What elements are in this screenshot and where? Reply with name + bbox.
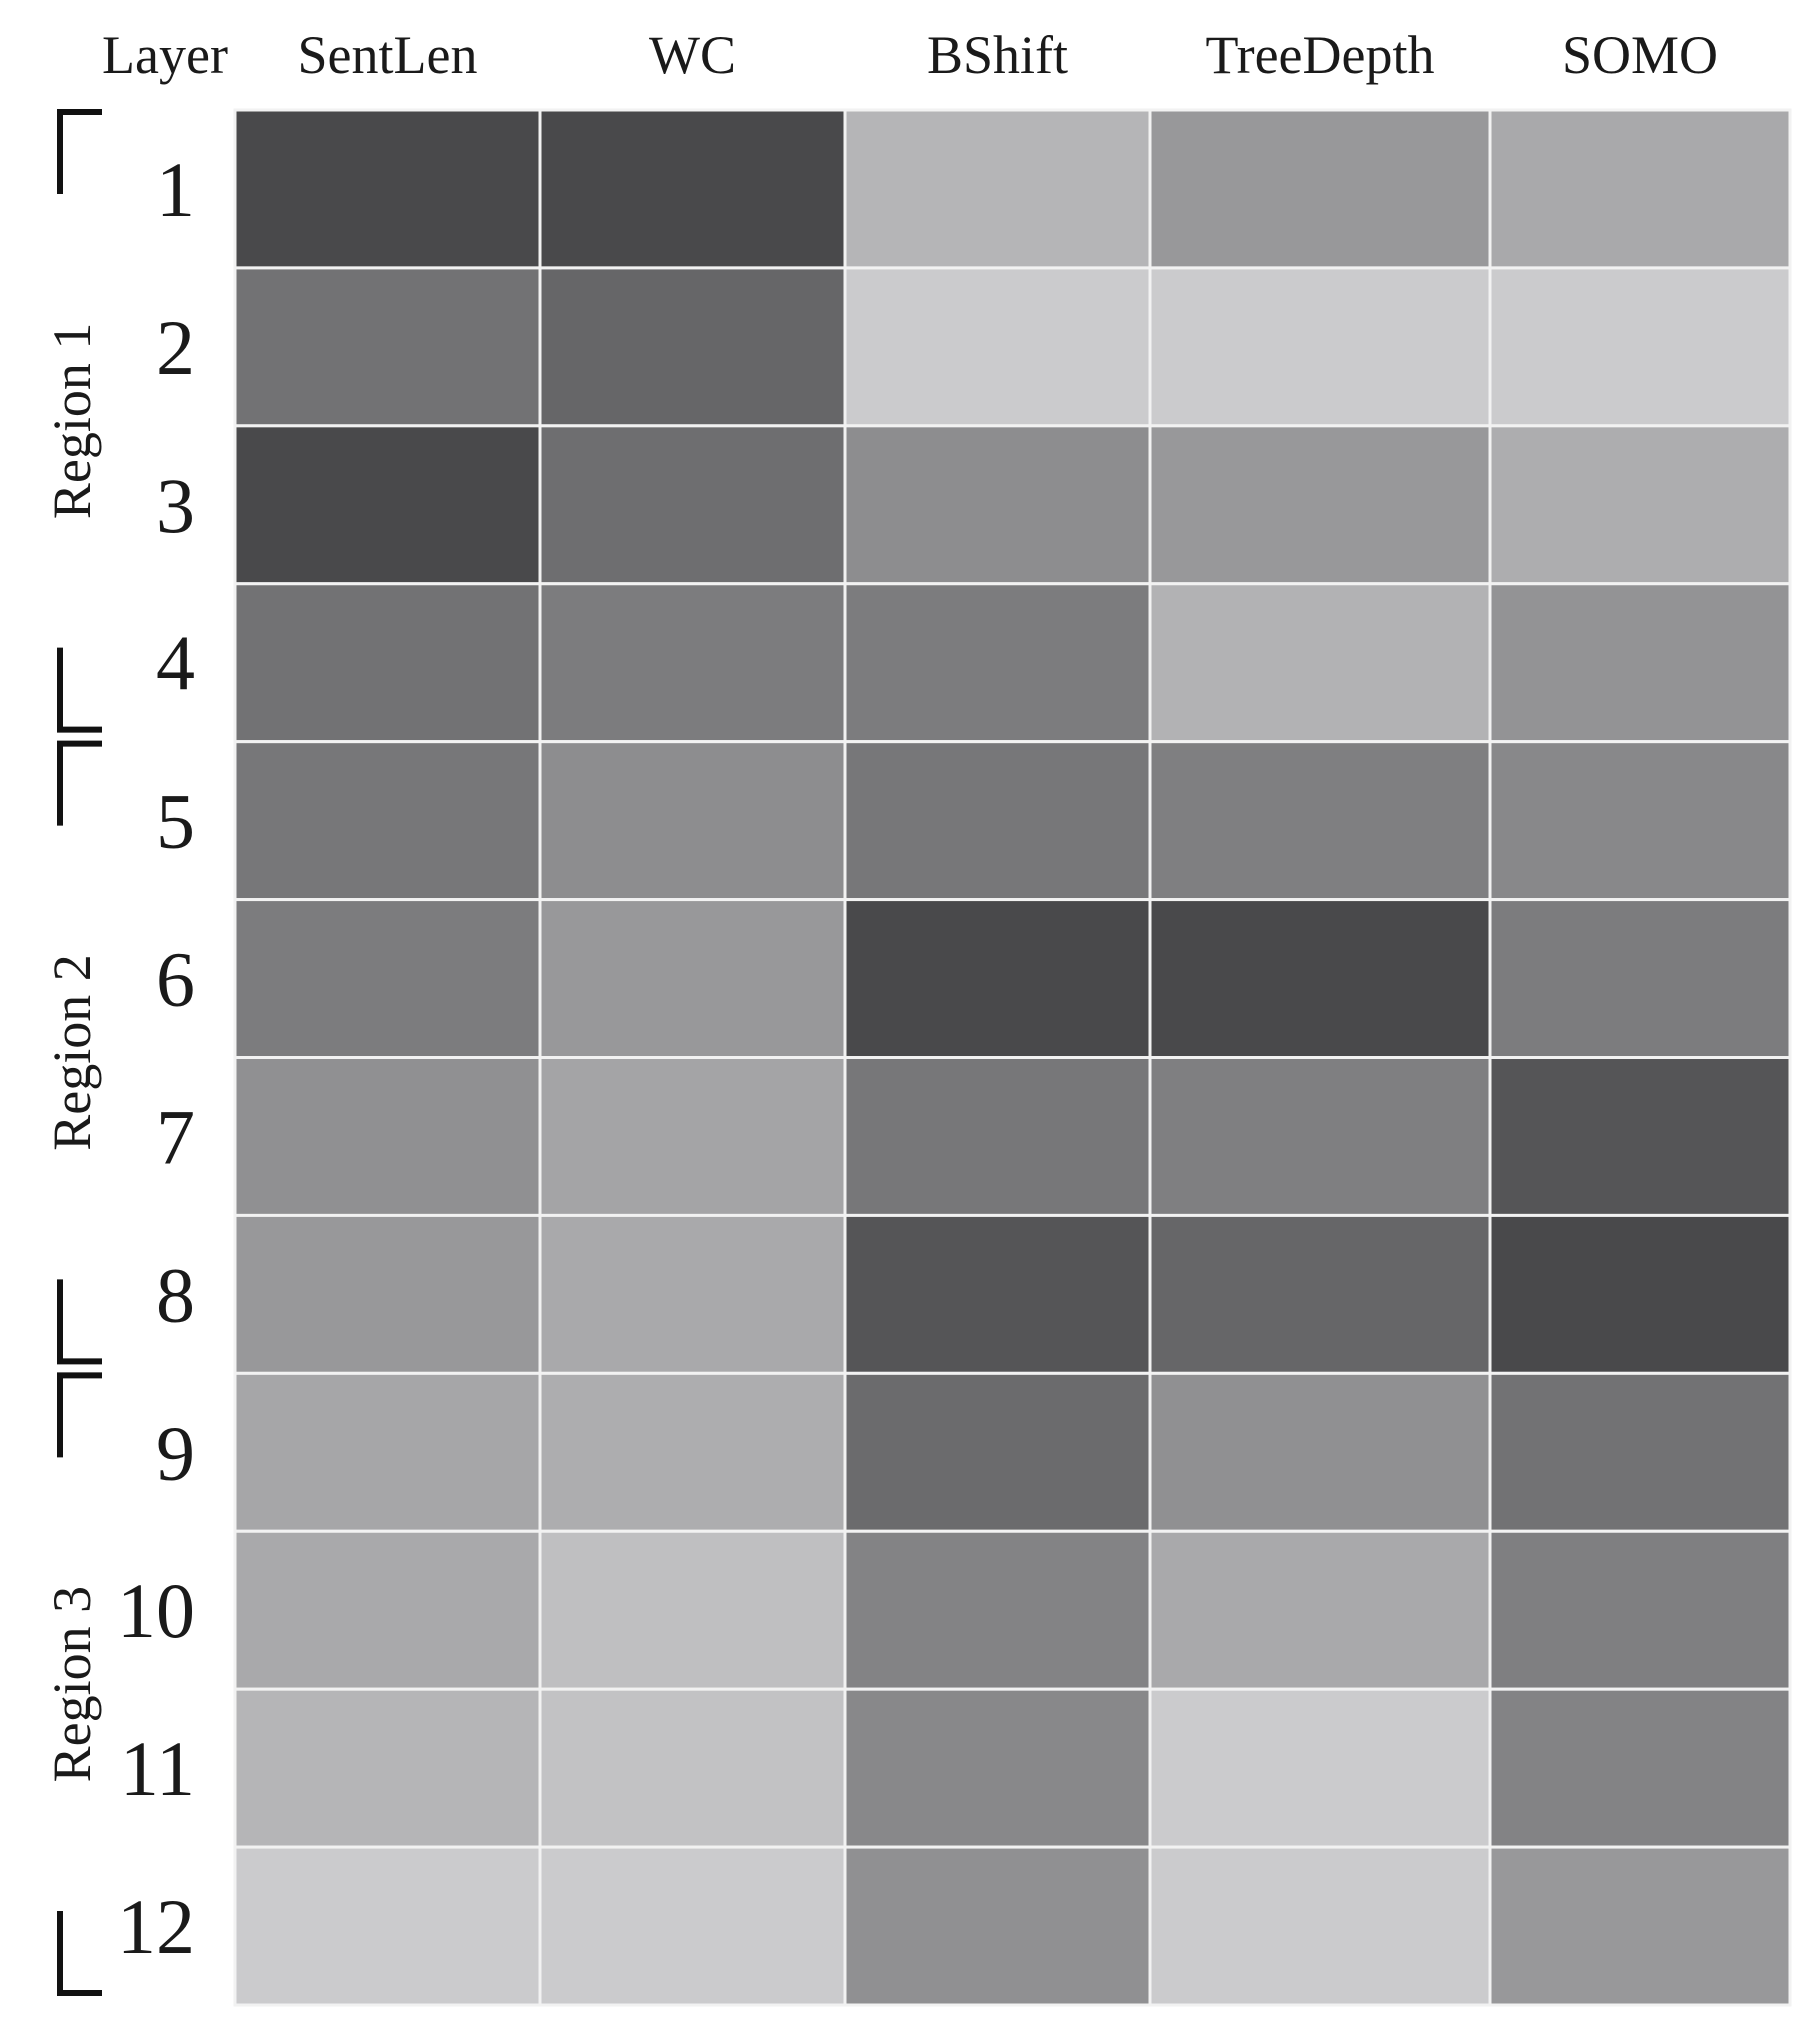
cell-layer-8-somo xyxy=(1488,1213,1792,1375)
column-header-sentlen: SentLen xyxy=(298,25,478,85)
column-header-treedepth: TreeDepth xyxy=(1206,25,1435,85)
row-label-5: 5 xyxy=(156,778,195,865)
cell-layer-7-wc xyxy=(538,1056,847,1217)
cell-layer-10-wc xyxy=(538,1529,847,1691)
region-1-label: Region 1 xyxy=(42,323,102,520)
region-3-bracket-bottom xyxy=(57,1911,102,1996)
cell-layer-11-bshift xyxy=(843,1687,1152,1849)
cell-layer-1-bshift xyxy=(843,108,1152,270)
cell-layer-8-bshift xyxy=(843,1213,1152,1375)
cell-layer-11-sentlen xyxy=(233,1687,542,1849)
cell-layer-2-bshift xyxy=(843,266,1152,428)
region-2-bracket-top xyxy=(57,740,102,826)
cell-layer-6-sentlen xyxy=(233,898,542,1059)
cell-layer-10-treedepth xyxy=(1148,1529,1492,1691)
cell-layer-9-sentlen xyxy=(233,1371,542,1533)
cell-layer-6-wc xyxy=(538,898,847,1059)
row-label-6: 6 xyxy=(156,936,195,1023)
cell-layer-5-wc xyxy=(538,740,847,902)
cell-layer-3-wc xyxy=(538,424,847,586)
cell-layer-3-somo xyxy=(1488,424,1792,586)
row-label-4: 4 xyxy=(156,620,195,707)
cell-layer-9-bshift xyxy=(843,1371,1152,1533)
cell-layer-12-somo xyxy=(1488,1845,1792,2007)
region-brackets xyxy=(57,109,102,1996)
cell-layer-6-bshift xyxy=(843,898,1152,1059)
row-label-2: 2 xyxy=(156,304,195,391)
cell-layer-8-wc xyxy=(538,1213,847,1375)
cell-layer-7-bshift xyxy=(843,1056,1152,1217)
cell-layer-2-somo xyxy=(1488,266,1792,428)
region-3-bracket-top xyxy=(57,1372,102,1458)
region-1-bracket-bottom xyxy=(57,647,102,733)
cell-layer-11-somo xyxy=(1488,1687,1792,1849)
cell-layer-10-bshift xyxy=(843,1529,1152,1691)
row-label-3: 3 xyxy=(156,462,195,549)
heatmap-cells xyxy=(233,108,1792,2007)
cell-layer-10-sentlen xyxy=(233,1529,542,1691)
cell-layer-4-bshift xyxy=(843,582,1152,744)
cell-layer-8-treedepth xyxy=(1148,1213,1492,1375)
cell-layer-7-treedepth xyxy=(1148,1056,1492,1217)
cell-layer-2-wc xyxy=(538,266,847,428)
cell-layer-2-sentlen xyxy=(233,266,542,428)
region-labels: Region 1 Region 2 Region 3 xyxy=(42,323,102,1783)
cell-layer-4-somo xyxy=(1488,582,1792,744)
cell-layer-12-wc xyxy=(538,1845,847,2007)
row-label-11: 11 xyxy=(120,1725,195,1812)
cell-layer-6-treedepth xyxy=(1148,898,1492,1059)
row-label-9: 9 xyxy=(156,1409,195,1496)
cell-layer-1-somo xyxy=(1488,108,1792,270)
cell-layer-10-somo xyxy=(1488,1529,1792,1691)
cell-layer-3-bshift xyxy=(843,424,1152,586)
row-label-10: 10 xyxy=(117,1567,195,1654)
row-label-7: 7 xyxy=(156,1093,195,1180)
cell-layer-11-treedepth xyxy=(1148,1687,1492,1849)
cell-layer-11-wc xyxy=(538,1687,847,1849)
row-label-1: 1 xyxy=(156,146,195,233)
column-headers: SentLen WC BShift TreeDepth SOMO xyxy=(298,25,1719,85)
cell-layer-1-treedepth xyxy=(1148,108,1492,270)
cell-layer-7-somo xyxy=(1488,1056,1792,1217)
region-2-label: Region 2 xyxy=(42,954,102,1151)
cell-layer-7-sentlen xyxy=(233,1056,542,1217)
cell-layer-6-somo xyxy=(1488,898,1792,1059)
cell-layer-1-sentlen xyxy=(233,108,542,270)
cell-layer-9-somo xyxy=(1488,1371,1792,1533)
cell-layer-12-treedepth xyxy=(1148,1845,1492,2007)
cell-layer-4-wc xyxy=(538,582,847,744)
column-header-somo: SOMO xyxy=(1562,25,1718,85)
cell-layer-2-treedepth xyxy=(1148,266,1492,428)
cell-layer-5-treedepth xyxy=(1148,740,1492,902)
column-header-wc: WC xyxy=(649,25,736,85)
cell-layer-9-treedepth xyxy=(1148,1371,1492,1533)
cell-layer-4-treedepth xyxy=(1148,582,1492,744)
region-3-label: Region 3 xyxy=(42,1586,102,1783)
cell-layer-3-sentlen xyxy=(233,424,542,586)
corner-label: Layer xyxy=(102,25,228,85)
cell-layer-3-treedepth xyxy=(1148,424,1492,586)
cell-layer-1-wc xyxy=(538,108,847,270)
cell-layer-5-sentlen xyxy=(233,740,542,902)
cell-layer-4-sentlen xyxy=(233,582,542,744)
cell-layer-9-wc xyxy=(538,1371,847,1533)
row-label-8: 8 xyxy=(156,1251,195,1338)
cell-layer-5-bshift xyxy=(843,740,1152,902)
region-1-bracket-top xyxy=(57,109,102,194)
row-label-12: 12 xyxy=(117,1883,195,1970)
cell-layer-12-sentlen xyxy=(233,1845,542,2007)
cell-layer-8-sentlen xyxy=(233,1213,542,1375)
region-2-bracket-bottom xyxy=(57,1279,102,1365)
cell-layer-5-somo xyxy=(1488,740,1792,902)
cell-layer-12-bshift xyxy=(843,1845,1152,2007)
column-header-bshift: BShift xyxy=(927,25,1068,85)
